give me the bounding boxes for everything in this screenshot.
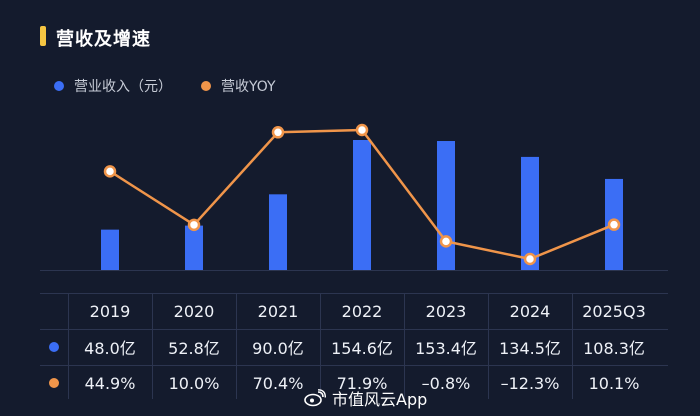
yoy-point-2021 bbox=[271, 126, 285, 139]
legend-item-revenue: 营业收入（元） bbox=[54, 76, 172, 96]
bar-2019 bbox=[101, 229, 119, 270]
table-vline bbox=[152, 293, 153, 399]
revenue-value-2022: 154.6亿 bbox=[331, 339, 393, 358]
table-vline bbox=[236, 293, 237, 399]
year-header-2024: 2024 bbox=[509, 301, 551, 321]
year-header-2019: 2019 bbox=[89, 301, 131, 321]
bar-2023 bbox=[437, 141, 455, 270]
legend-marker-yoy bbox=[201, 81, 211, 91]
watermark-text: 市值风云App bbox=[332, 390, 428, 409]
yoy-point-2024 bbox=[523, 252, 537, 266]
yoy-value-2020: 10.0% bbox=[168, 373, 220, 393]
yoy-point-2019 bbox=[103, 165, 117, 178]
revenue-value-2020: 52.8亿 bbox=[168, 339, 220, 358]
table-row-revenue: 48.0亿 52.8亿 90.0亿 154.6亿 153.4亿 134.5亿 108.3亿 bbox=[40, 329, 668, 365]
section-title: 营收及增速 bbox=[56, 29, 151, 50]
title-accent-bar bbox=[40, 26, 46, 46]
watermark: 市值风云App bbox=[304, 386, 427, 410]
revenue-value-2025Q3: 108.3亿 bbox=[583, 339, 645, 358]
data-table: 2019 2020 2021 2022 2023 2024 2025Q3 48.0亿 52.8亿… bbox=[40, 287, 668, 399]
yoy-point-2023 bbox=[439, 235, 453, 248]
legend-label-revenue: 营业收入（元） bbox=[74, 79, 172, 95]
bar-2020 bbox=[185, 225, 203, 270]
yoy-value-2023: –0.8% bbox=[421, 373, 471, 393]
table-hline bbox=[40, 293, 668, 294]
yoy-point-2022 bbox=[355, 123, 369, 137]
table-header-row: 2019 2020 2021 2022 2023 2024 2025Q3 bbox=[40, 293, 668, 329]
revenue-value-2021: 90.0亿 bbox=[252, 339, 304, 358]
revenue-value-2024: 134.5亿 bbox=[499, 339, 561, 358]
revenue-value-2019: 48.0亿 bbox=[84, 339, 136, 358]
revenue-chart bbox=[40, 123, 668, 271]
table-hline bbox=[40, 329, 668, 330]
year-header-2020: 2020 bbox=[173, 301, 215, 321]
table-vline bbox=[572, 293, 573, 399]
legend-item-yoy: 营收YOY bbox=[201, 76, 276, 96]
yoy-value-2022: 71.9% bbox=[336, 373, 388, 393]
bar-2022 bbox=[353, 140, 371, 270]
bar-2024 bbox=[521, 156, 539, 270]
revenue-row-marker bbox=[49, 342, 59, 352]
table-vline bbox=[320, 293, 321, 399]
yoy-value-2025Q3: 10.1% bbox=[588, 373, 640, 393]
weibo-icon bbox=[304, 389, 326, 407]
year-header-2023: 2023 bbox=[425, 301, 467, 321]
bar-2021 bbox=[269, 194, 287, 270]
yoy-value-2021: 70.4% bbox=[252, 373, 304, 393]
year-header-2022: 2022 bbox=[341, 301, 383, 321]
revenue-value-2023: 153.4亿 bbox=[415, 339, 477, 358]
revenue-row-marker-cell bbox=[40, 329, 68, 365]
table-vline bbox=[68, 293, 69, 399]
yoy-row-marker bbox=[49, 378, 59, 388]
table-row-yoy: 44.9% 10.0% 70.4% 71.9% –0.8% –12.3% 10.1% bbox=[40, 365, 668, 401]
year-header-2021: 2021 bbox=[257, 301, 299, 321]
yoy-value-2024: –12.3% bbox=[500, 373, 560, 393]
yoy-value-2019: 44.9% bbox=[84, 373, 136, 393]
yoy-point-2020 bbox=[187, 218, 201, 232]
yoy-row-marker-cell bbox=[40, 365, 68, 401]
header-marker-cell bbox=[40, 293, 68, 329]
table-vline bbox=[488, 293, 489, 399]
yoy-point-2025Q3 bbox=[607, 218, 621, 231]
legend-label-yoy: 营收YOY bbox=[221, 79, 276, 95]
table-vline bbox=[404, 293, 405, 399]
year-header-2025Q3: 2025Q3 bbox=[582, 301, 646, 321]
table-hline bbox=[40, 365, 668, 366]
legend-marker-revenue bbox=[54, 81, 64, 91]
